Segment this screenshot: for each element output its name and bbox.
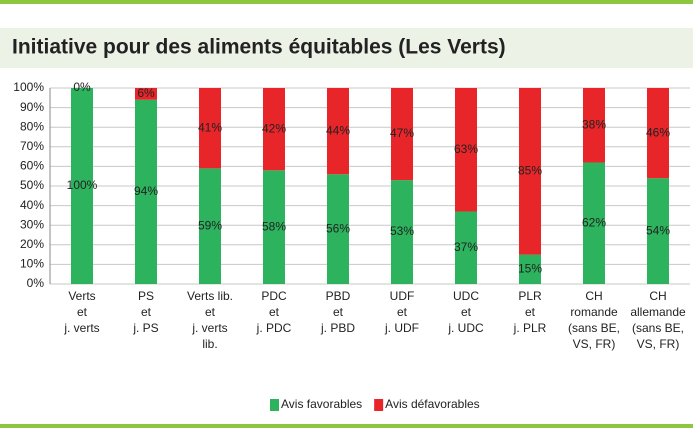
data-label: 47% (390, 126, 414, 140)
x-tick-label: j. PLR (513, 321, 547, 335)
y-tick-label: 100% (13, 80, 44, 94)
y-tick-label: 90% (20, 100, 44, 114)
legend-label: Avis défavorables (385, 397, 480, 411)
bar-segment (199, 88, 221, 169)
y-tick-label: 30% (20, 217, 44, 231)
bar-segment (519, 254, 541, 284)
x-tick-label: j. UDF (384, 321, 419, 335)
legend-swatch (270, 399, 279, 411)
bar-segment (583, 88, 605, 163)
data-label: 58% (262, 219, 286, 233)
x-tick-label: j. verts (63, 321, 99, 335)
x-tick-label: et (525, 305, 536, 319)
x-tick-label: Verts (68, 289, 95, 303)
data-label: 85% (518, 163, 542, 177)
bar-segment (71, 88, 93, 284)
bar-segment (519, 88, 541, 255)
data-label: 37% (454, 240, 478, 254)
x-tick-label: lib. (202, 337, 217, 351)
x-tick-label: VS, FR) (573, 337, 616, 351)
bar-segment (647, 88, 669, 179)
y-tick-label: 20% (20, 237, 44, 251)
chart-title: Initiative pour des aliments équitables … (12, 36, 506, 59)
x-tick-label: et (269, 305, 280, 319)
bar-segment (199, 168, 221, 284)
data-label: 0% (73, 80, 91, 94)
bar-segment (135, 88, 157, 100)
x-tick-label: et (397, 305, 408, 319)
data-label: 6% (137, 86, 155, 100)
data-label: 44% (326, 123, 350, 137)
data-label: 94% (134, 184, 158, 198)
y-tick-label: 70% (20, 139, 44, 153)
data-label: 38% (582, 117, 606, 131)
x-tick-label: et (461, 305, 472, 319)
x-tick-label: j. PS (132, 321, 158, 335)
data-label: 41% (198, 120, 222, 134)
y-tick-label: 80% (20, 119, 44, 133)
x-tick-label: et (77, 305, 88, 319)
bar-segment (263, 88, 285, 171)
data-label: 54% (646, 223, 670, 237)
x-tick-label: et (333, 305, 344, 319)
x-tick-label: VS, FR) (637, 337, 680, 351)
x-tick-label: j. PDC (256, 321, 292, 335)
x-tick-label: j. UDC (447, 321, 484, 335)
x-tick-label: et (205, 305, 216, 319)
bar-segment (263, 170, 285, 284)
x-tick-label: (sans BE, (568, 321, 620, 335)
x-tick-label: et (141, 305, 152, 319)
data-label: 63% (454, 142, 478, 156)
x-tick-label: allemande (630, 305, 686, 319)
x-tick-label: PDC (261, 289, 287, 303)
data-label: 100% (67, 178, 98, 192)
x-tick-label: CH (585, 289, 602, 303)
bar-segment (647, 178, 669, 284)
y-tick-label: 50% (20, 178, 44, 192)
bottom-border (0, 424, 693, 428)
bar-segment (135, 99, 157, 284)
data-label: 59% (198, 218, 222, 232)
x-tick-label: CH (649, 289, 666, 303)
data-label: 56% (326, 221, 350, 235)
y-tick-label: 10% (20, 257, 44, 271)
y-tick-label: 40% (20, 198, 44, 212)
x-tick-label: Verts lib. (187, 289, 233, 303)
x-tick-label: romande (570, 305, 618, 319)
legend-swatch (374, 399, 384, 411)
bar-segment (455, 88, 477, 212)
data-label: 62% (582, 215, 606, 229)
x-tick-label: j. PBD (320, 321, 355, 335)
data-label: 15% (518, 261, 542, 275)
x-tick-label: PS (138, 289, 154, 303)
y-tick-label: 60% (20, 159, 44, 173)
x-tick-label: (sans BE, (632, 321, 684, 335)
bar-segment (391, 88, 413, 181)
bar-segment (327, 174, 349, 284)
top-border (0, 0, 693, 4)
bar-segment (327, 88, 349, 175)
y-tick-label: 0% (27, 276, 45, 290)
title-band (0, 28, 693, 68)
data-label: 42% (262, 121, 286, 135)
legend-label: Avis favorables (281, 397, 362, 411)
bar-segment (455, 211, 477, 284)
x-tick-label: j. verts (191, 321, 227, 335)
bar-segment (391, 180, 413, 284)
data-label: 53% (390, 224, 414, 238)
bar-segment (583, 162, 605, 284)
data-label: 46% (646, 125, 670, 139)
x-tick-label: PBD (326, 289, 351, 303)
x-tick-label: PLR (518, 289, 542, 303)
x-tick-label: UDF (390, 289, 415, 303)
x-tick-label: UDC (453, 289, 479, 303)
